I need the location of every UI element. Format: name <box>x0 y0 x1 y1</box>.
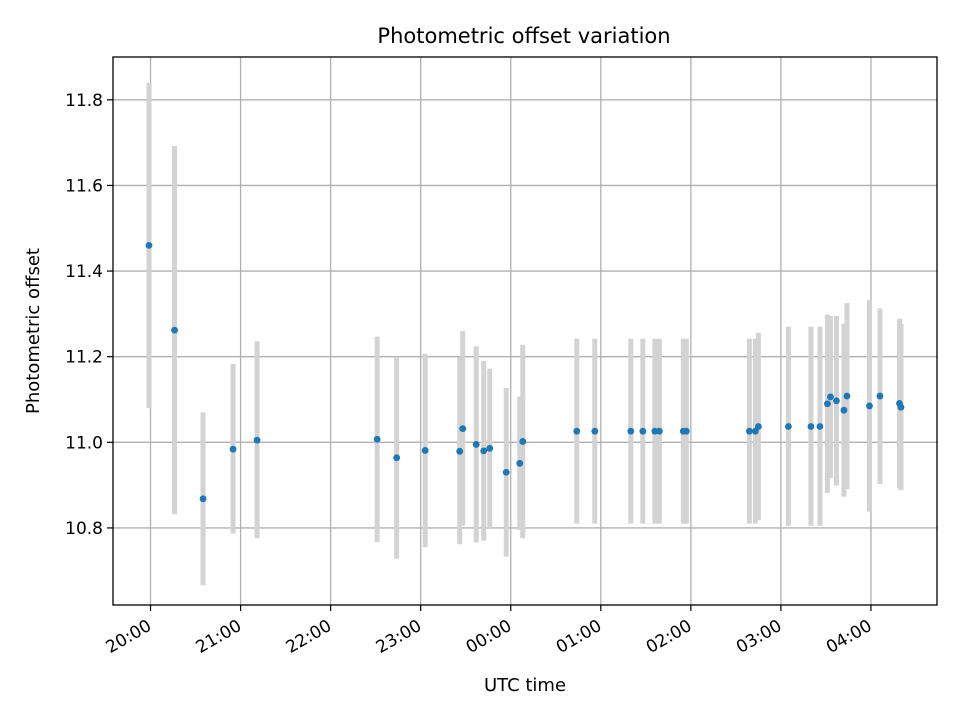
x-tick-label: 04:00 <box>823 616 875 658</box>
y-tick-label: 11.8 <box>65 91 103 111</box>
data-point <box>682 427 690 435</box>
chart-title: Photometric offset variation <box>377 24 670 48</box>
data-point <box>816 423 824 430</box>
data-point <box>373 435 381 443</box>
data-point <box>627 427 635 435</box>
x-tick-label: 21:00 <box>193 616 245 658</box>
y-tick-label: 11.2 <box>65 348 103 368</box>
data-point <box>421 447 429 454</box>
data-point <box>199 495 207 503</box>
data-point <box>459 425 467 433</box>
data-point <box>866 402 873 410</box>
x-tick-label: 02:00 <box>643 616 695 658</box>
x-axis-label: UTC time <box>484 675 566 696</box>
data-point <box>824 400 831 408</box>
data-point <box>393 454 401 462</box>
data-point <box>754 423 762 430</box>
plot-frame <box>112 56 938 606</box>
x-ticks: 20:00 21:00 22:00 23:00 00:00 01:00 02:00 03:00… <box>103 605 875 658</box>
data-point <box>897 403 905 411</box>
grid-lines <box>113 57 937 605</box>
y-tick-label: 11.6 <box>65 176 103 196</box>
data-point <box>229 445 237 453</box>
data-point <box>519 438 527 445</box>
data-point <box>456 447 464 455</box>
data-point <box>573 427 581 435</box>
data-point <box>486 444 494 452</box>
data-points <box>145 241 905 503</box>
data-point <box>516 459 524 467</box>
data-point <box>745 427 753 435</box>
data-point <box>253 436 261 444</box>
data-point <box>827 393 834 401</box>
x-tick-label: 23:00 <box>373 616 425 658</box>
x-tick-label: 01:00 <box>553 616 605 658</box>
x-tick-label: 03:00 <box>733 616 785 658</box>
x-tick-label: 20:00 <box>103 616 155 658</box>
data-point <box>472 441 480 448</box>
data-point <box>639 427 647 435</box>
data-point <box>480 447 488 455</box>
y-ticks: 10.8 11.0 11.2 11.4 11.6 11.8 <box>65 91 113 539</box>
data-point <box>145 241 153 249</box>
data-point <box>876 392 884 400</box>
data-point <box>840 406 848 414</box>
data-point <box>502 468 510 476</box>
x-tick-label: 00:00 <box>463 616 515 658</box>
y-tick-label: 11.0 <box>65 433 103 453</box>
y-tick-label: 10.8 <box>65 519 103 539</box>
y-tick-label: 11.4 <box>65 262 103 282</box>
data-point <box>833 397 840 405</box>
data-point <box>785 423 792 430</box>
data-point <box>171 326 178 334</box>
data-point <box>655 427 663 435</box>
data-point <box>807 423 815 430</box>
x-tick-label: 22:00 <box>283 616 335 658</box>
error-bars <box>146 82 904 586</box>
data-point <box>591 427 599 435</box>
y-axis-label: Photometric offset <box>23 248 44 414</box>
data-point <box>843 392 851 400</box>
